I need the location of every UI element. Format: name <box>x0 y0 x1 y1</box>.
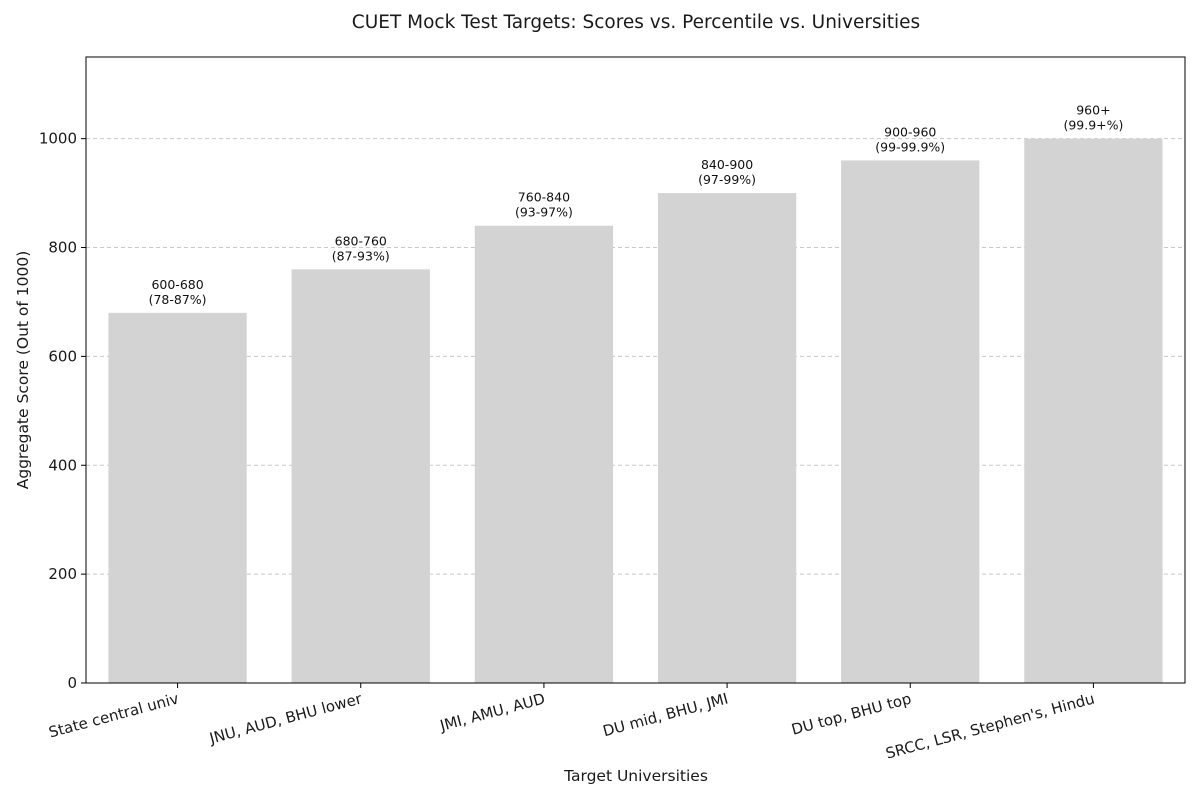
data-labels: 600-680(78-87%) 680-760(87-93%) 760-840(93… <box>149 103 1124 307</box>
y-tick-label: 0 <box>67 674 77 692</box>
bar-percentile-label: (97-99%) <box>698 172 756 187</box>
bar-score-label: 900-960 <box>884 124 936 139</box>
bar-percentile-label: (87-93%) <box>332 248 390 263</box>
bar-percentile-label: (78-87%) <box>149 292 207 307</box>
y-tick-label: 1000 <box>39 130 77 148</box>
y-tick-label: 800 <box>48 239 77 257</box>
bar <box>1024 138 1163 684</box>
x-axis-label: Target Universities <box>563 767 708 785</box>
y-axis: 0 200 400 600 800 1000 <box>39 130 86 692</box>
bar-percentile-label: (93-97%) <box>515 205 573 220</box>
bar <box>841 160 980 683</box>
bar-score-label: 680-760 <box>335 233 387 248</box>
y-tick-label: 600 <box>48 347 77 365</box>
bar-score-label: 760-840 <box>518 190 570 205</box>
bar-score-label: 600-680 <box>151 277 203 292</box>
bar-percentile-label: (99-99.9%) <box>875 139 945 154</box>
bar-score-label: 840-900 <box>701 157 753 172</box>
x-tick-label: JMI, AMU, AUD <box>437 689 547 735</box>
y-tick-label: 400 <box>48 456 77 474</box>
gridlines <box>86 138 1185 575</box>
x-tick-label: JNU, AUD, BHU lower <box>207 689 365 747</box>
bar <box>108 312 247 683</box>
x-axis: State central univ JNU, AUD, BHU lower JMI… <box>47 683 1097 763</box>
bar-score-label: 960+ <box>1076 103 1110 118</box>
bars <box>108 138 1163 684</box>
y-tick-label: 200 <box>48 565 77 583</box>
x-tick-label: DU top, BHU top <box>790 689 914 738</box>
bar <box>291 269 430 683</box>
bar <box>657 193 797 683</box>
x-tick-label: DU mid, BHU, JMI <box>601 689 730 740</box>
plot-frame <box>85 56 1186 684</box>
x-tick-label: SRCC, LSR, Stephen's, Hindu <box>884 689 1097 762</box>
chart-title: CUET Mock Test Targets: Scores vs. Perce… <box>352 12 920 33</box>
x-tick-label: State central univ <box>47 689 181 741</box>
y-axis-label: Aggregate Score (Out of 1000) <box>14 251 32 490</box>
bar <box>474 225 614 683</box>
bar-percentile-label: (99.9+%) <box>1063 118 1123 133</box>
